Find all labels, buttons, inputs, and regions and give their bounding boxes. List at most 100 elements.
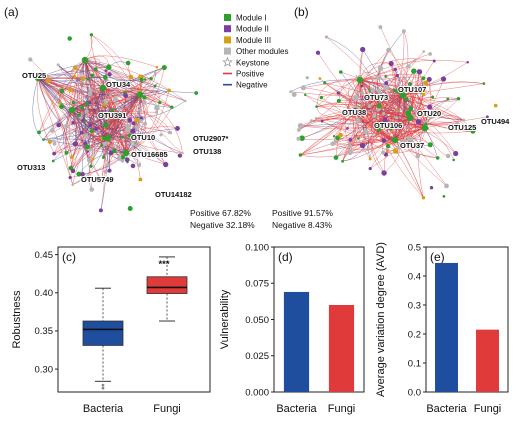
network-node [67,36,72,41]
positive-edge [375,130,396,142]
network-node [130,163,136,169]
network-node [130,128,136,134]
network-node [71,183,75,186]
network-node [128,74,134,80]
y-tick-label: 0.025 [245,351,269,362]
network-node [289,90,293,94]
positive-edge [321,93,356,113]
box-bacteria [82,287,124,390]
network-node [88,123,93,128]
network-node [330,141,335,147]
network-node [71,121,75,125]
hub-node [122,149,130,157]
network-node [456,96,461,101]
legend-symbol [222,56,233,67]
network-node [435,156,440,160]
hub-node [99,84,107,92]
network-node [83,133,89,138]
network-node [314,116,318,120]
node-label: OTU20 [417,109,441,118]
positive-edge [117,85,156,116]
panel-letter: (e) [430,250,445,264]
negative-edge [49,138,127,154]
negative-edge [139,72,156,96]
positive-edge [354,106,373,120]
network-node [405,86,409,90]
positive-edge [84,55,157,68]
hub-node [114,111,122,119]
network-node [181,152,184,155]
network-node [298,153,303,157]
network-node [153,84,157,88]
network-node [427,142,433,148]
network-node [482,82,486,85]
network-node [383,85,390,91]
negative-edge [37,77,93,133]
negative-edge [354,70,414,113]
positive-edge [344,79,361,147]
network-node [395,116,399,120]
legend-symbol [224,14,231,21]
hub-node [351,108,359,116]
network-node [104,116,109,121]
positive-edge [424,127,449,157]
hub-node [81,56,89,64]
network-node [42,138,45,141]
network-node [137,141,140,145]
positive-edge [345,97,356,113]
positive-edge [71,109,93,190]
network-node [444,183,449,189]
positive-edge [349,97,379,153]
network-node [49,128,55,133]
network-node [80,172,85,177]
network-node [303,93,307,97]
positive-edge [349,127,426,147]
network-node [70,168,76,174]
network-node [367,104,372,109]
network-node [106,129,109,133]
network-node [429,186,434,190]
network-node [359,142,366,149]
positive-edge [117,112,171,133]
network-node [376,103,382,109]
bar-bacteria [283,291,310,392]
network-node [424,122,428,126]
node-label: OTU34 [106,80,131,89]
positive-edge [107,126,178,139]
bar-bacteria [435,262,458,392]
positive-edge [383,127,426,145]
network-node [323,81,327,85]
network-node [84,144,90,150]
positive-edge [37,77,74,185]
network-node [131,121,136,126]
bar-fungi [328,305,355,392]
network-node [104,141,108,145]
network-node [80,105,84,110]
network-node [376,88,382,94]
network-node [70,155,74,159]
network-node [406,64,411,69]
x-category-label: Fungi [153,403,181,415]
hub-node [399,91,407,99]
outlier-point [101,383,105,387]
network-node [386,47,391,53]
legend-label: Keystone [236,58,270,67]
network-node [89,187,95,192]
network-node [392,88,396,92]
network-node [426,76,432,82]
positive-edge [102,87,170,133]
node-label: OTU16685 [131,150,168,159]
positive-edge [338,94,404,102]
network-node [346,126,349,130]
network-node [341,111,345,115]
positive-edge [83,59,103,115]
positive-edge [359,60,468,81]
chart-avd: 0.0 0.1 0.2 0.3 0.4 0.5 Average variation degr… [375,242,509,415]
network-node [138,119,143,124]
positive-edge [380,94,404,129]
negative-edge [84,59,110,171]
network-node [87,91,93,97]
network-node [299,135,305,141]
positive-edge [38,59,86,133]
network-node [159,133,163,137]
